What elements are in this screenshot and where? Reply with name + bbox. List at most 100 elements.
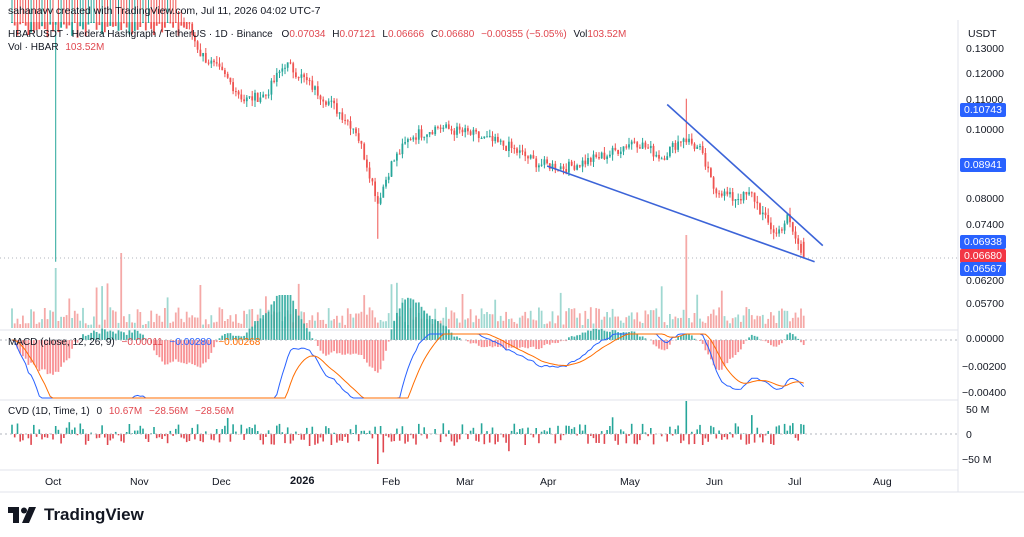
cvd-bar [398, 434, 401, 441]
cvd-bar [554, 434, 557, 444]
macd-hist-bar [614, 330, 617, 340]
volume-bar [499, 315, 502, 328]
volume-bar [204, 319, 207, 328]
cvd-bar [232, 424, 234, 434]
cvd-bar [748, 434, 750, 444]
cvd-bar [95, 434, 98, 439]
volume-bar [90, 324, 93, 328]
candle-body [207, 62, 210, 64]
candle-body [781, 229, 783, 231]
candle-body [439, 127, 442, 129]
candle-body [311, 80, 314, 90]
macd-hist-bar [453, 336, 456, 340]
volume-bar [617, 316, 619, 328]
macd-hist-bar [256, 321, 259, 340]
macd-hist-bar [71, 340, 73, 349]
volume-bar [52, 311, 54, 328]
candle-body [767, 215, 770, 223]
cvd-bar [557, 425, 559, 434]
cvd-legend[interactable]: CVD (1D, Time, 1) 0 10.67M −28.56M −28.5… [8, 406, 234, 417]
volume-bar [688, 318, 690, 328]
volume-bar [13, 323, 16, 328]
macd-hist-bar [177, 340, 180, 362]
volume-bar [461, 294, 464, 328]
cvd-bar [270, 434, 273, 445]
cvd-bar [513, 423, 516, 434]
candle-body [559, 166, 562, 170]
macd-hist-bar [125, 334, 128, 340]
volume-bar [781, 308, 783, 328]
macd-hist-bar [794, 336, 797, 340]
macd-hist-bar [437, 321, 439, 340]
cvd-bar [166, 434, 169, 444]
macd-hist-bar [710, 340, 712, 360]
volume-bar [188, 317, 191, 328]
candle-body [658, 154, 660, 159]
volume-bar [740, 321, 742, 328]
candle-body [158, 22, 161, 24]
candle-body [740, 199, 742, 201]
volume-bar [467, 318, 469, 328]
cvd-bar [136, 430, 139, 434]
symbol-legend[interactable]: HBARUSDT · Hedera Hashgraph / TetherUS ·… [8, 29, 626, 40]
macd-hist-bar [546, 340, 548, 344]
cvd-bar [79, 423, 82, 434]
cvd-bar [669, 426, 671, 434]
cvd-bar [726, 434, 729, 440]
cvd-bar [715, 434, 718, 439]
candle-body [521, 150, 524, 152]
cvd-bar [387, 434, 390, 438]
candle-body [497, 136, 499, 142]
candle-body [502, 140, 505, 146]
candle-body [701, 146, 704, 153]
volume-bar [73, 310, 76, 328]
macd-hist-bar [93, 330, 95, 340]
cvd-value-2: 10.67M [108, 406, 143, 417]
macd-legend[interactable]: MACD (close, 12, 26, 9) −0.00011 −0.0028… [8, 337, 260, 348]
macd-hist-bar [336, 340, 338, 354]
candle-body [16, 22, 19, 36]
volume-bar [35, 323, 38, 328]
macd-hist-bar [409, 298, 412, 340]
cvd-bar [68, 422, 71, 434]
macd-hist-bar [174, 340, 177, 360]
candle-body [611, 147, 614, 155]
vol-label: Vol [573, 29, 588, 40]
price-candles [11, 0, 805, 262]
candle-body [136, 22, 139, 30]
macd-hist-bar [49, 340, 52, 374]
cvd-bar [325, 426, 327, 434]
candle-body [103, 22, 106, 33]
volume-bar [712, 309, 715, 328]
macd-hist-bar [740, 340, 742, 350]
volume-bar [671, 319, 674, 328]
volume-bar [93, 316, 95, 328]
candle-body [166, 22, 169, 23]
candle-body [275, 72, 278, 82]
candle-body [344, 119, 346, 121]
price-tag-lower: 0.06938 [960, 235, 1006, 249]
volume-bar [674, 316, 677, 328]
volume-bar [606, 312, 608, 328]
volume-bar [516, 323, 518, 328]
volume-bar [24, 323, 27, 328]
candle-body [273, 80, 275, 82]
cvd-bar [559, 434, 562, 441]
macd-hist-bar [554, 340, 557, 344]
cvd-bar [704, 434, 707, 439]
candle-body [592, 154, 595, 162]
candle-body [243, 99, 245, 102]
cvd-bar [19, 434, 21, 442]
volume-bar [581, 325, 584, 328]
volume-bar [699, 318, 701, 328]
volume-bar [445, 307, 447, 328]
tradingview-logo[interactable]: TradingView [8, 504, 144, 526]
volume-bar [742, 315, 745, 328]
candle-body [488, 135, 491, 137]
macd-hist-bar [655, 340, 658, 347]
cvd-bar [628, 434, 630, 436]
volume-legend[interactable]: Vol · HBAR 103.52M [8, 42, 104, 53]
cvd-bar [633, 434, 636, 444]
volume-bar [756, 315, 759, 328]
